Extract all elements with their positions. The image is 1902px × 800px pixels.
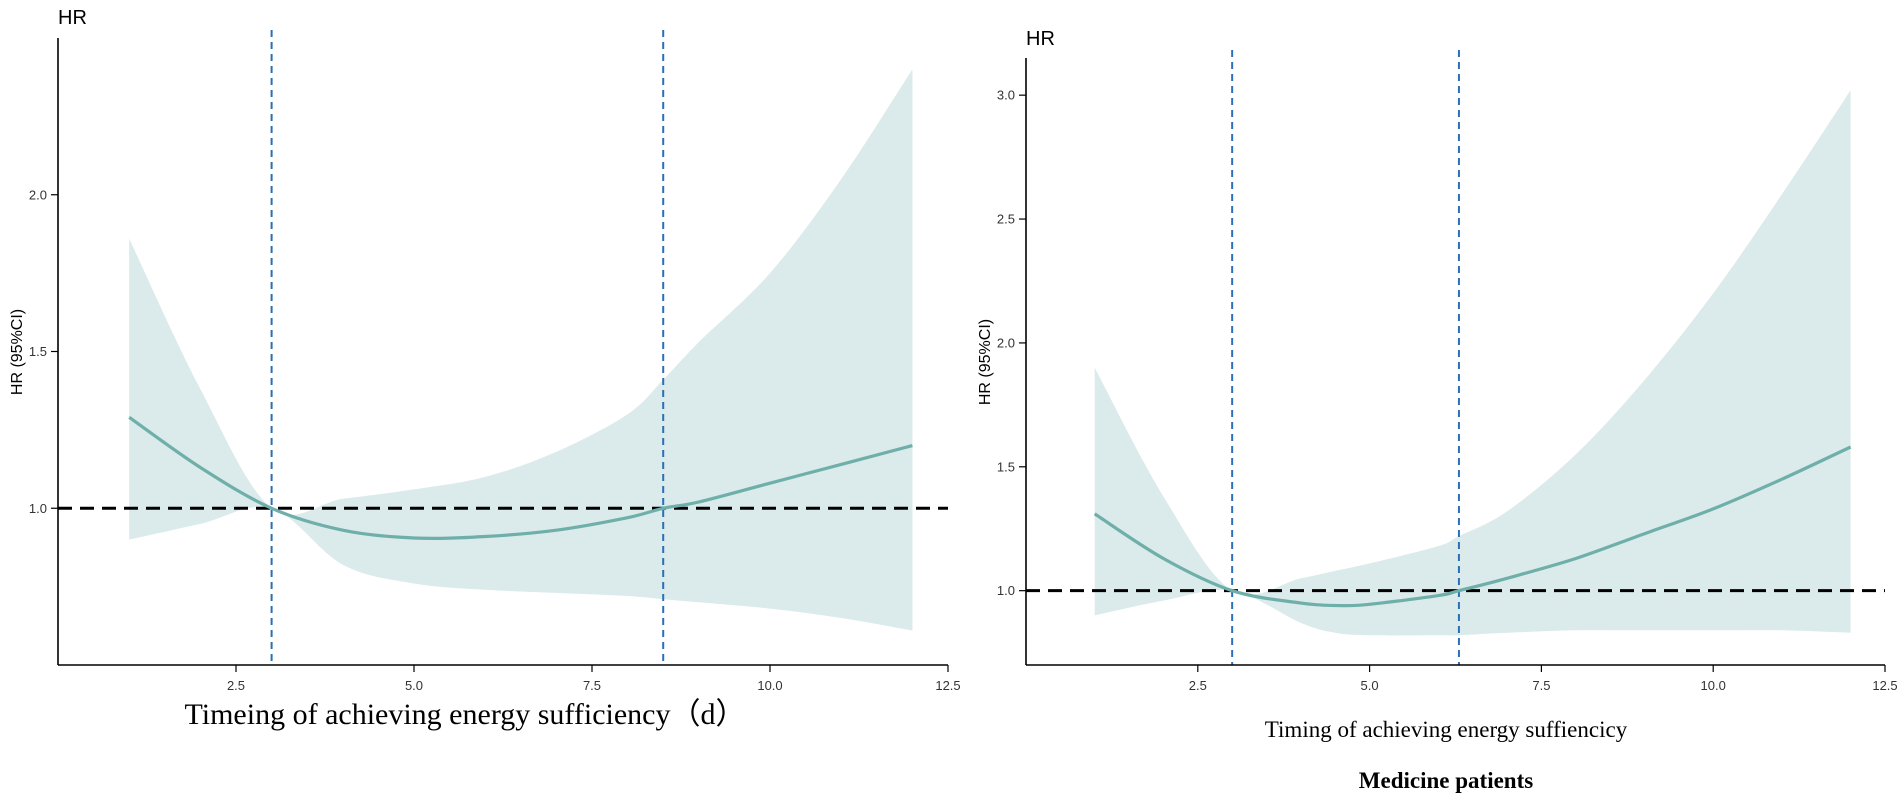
- x-axis-label: Timing of achieving energy suffiencicy: [1265, 717, 1628, 742]
- x-tick-label: 5.0: [405, 678, 423, 693]
- y-axis-top-label: HR: [58, 7, 87, 29]
- x-tick-label: 7.5: [1532, 678, 1550, 693]
- x-tick-label: 7.5: [583, 678, 601, 693]
- y-tick-label: 3.0: [997, 88, 1015, 103]
- y-axis-label: HR (95%CI): [9, 309, 26, 395]
- x-tick-label: 12.5: [1872, 678, 1897, 693]
- chart-title: Medicine patients: [1359, 768, 1533, 793]
- y-tick-label: 1.0: [29, 501, 47, 516]
- y-axis-top-label: HR: [1026, 28, 1055, 50]
- x-tick-label: 2.5: [227, 678, 245, 693]
- y-tick-label: 1.0: [997, 583, 1015, 598]
- y-axis-label: HR (95%CI): [977, 319, 994, 405]
- x-tick-label: 2.5: [1189, 678, 1207, 693]
- left-chart-panel: 2.5 5.0 7.5 10.0 12.5 1.0 1.5 2.0 HR HR (95%CI)…: [9, 7, 961, 731]
- y-tick-label: 1.5: [29, 344, 47, 359]
- y-tick-label: 2.5: [997, 212, 1015, 227]
- ci-band: [129, 69, 913, 631]
- hr-curve: [1093, 445, 1852, 608]
- x-tick-label: 10.0: [1701, 678, 1726, 693]
- right-chart-panel: 2.5 5.0 7.5 10.0 12.5 1.0 1.5 2.0 2.5 3.0 HR HR (…: [977, 28, 1898, 793]
- ci-band: [1094, 90, 1851, 636]
- x-axis-label: Timeing of achieving energy sufficiency（…: [184, 698, 745, 731]
- y-tick-label: 1.5: [997, 459, 1015, 474]
- hr-curve: [128, 415, 913, 541]
- x-tick-label: 10.0: [757, 678, 782, 693]
- y-tick-label: 2.0: [997, 335, 1015, 350]
- x-tick-label: 12.5: [935, 678, 960, 693]
- x-tick-label: 5.0: [1361, 678, 1379, 693]
- y-tick-label: 2.0: [29, 187, 47, 202]
